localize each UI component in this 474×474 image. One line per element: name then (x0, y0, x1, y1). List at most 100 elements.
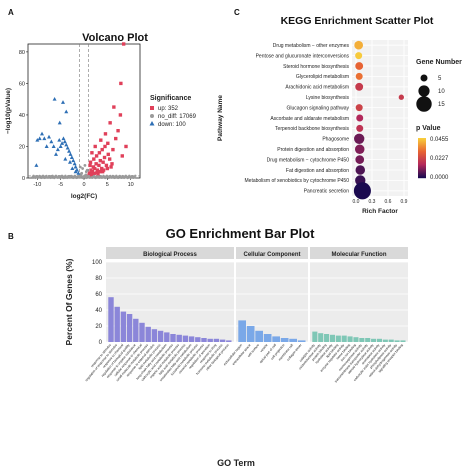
volcano-point-nodiff (131, 174, 134, 178)
kegg-colorbar-segment (418, 173, 426, 175)
kegg-point (355, 175, 366, 186)
go-bar (388, 339, 394, 342)
kegg-colorbar-segment (418, 145, 426, 147)
volcano-x-tick-label: 0 (82, 182, 85, 188)
go-bar (255, 330, 263, 342)
kegg-colorbar-segment (418, 158, 426, 160)
volcano-point-nodiff (99, 174, 103, 178)
volcano-point-nodiff (64, 174, 67, 178)
volcano-point-nodiff (90, 176, 94, 180)
volcano-point-nodiff (62, 176, 65, 180)
volcano-point-up (103, 144, 107, 149)
volcano-point-up (99, 138, 103, 142)
volcano-point-down (47, 134, 51, 139)
volcano-point-nodiff (45, 174, 48, 178)
volcano-legend-label: no_diff: 17069 (158, 114, 197, 120)
volcano-point-nodiff (122, 176, 126, 180)
volcano-point-no_diff (49, 175, 53, 178)
volcano-point-nodiff (124, 174, 128, 178)
volcano-point-up (94, 154, 99, 158)
volcano-x-tick-label: -10 (33, 182, 41, 188)
kegg-y-label: Pathway Name (217, 95, 224, 141)
go-x-tick-label: hydrolase activity (315, 343, 334, 365)
volcano-point-up (108, 121, 112, 125)
volcano-x-tick-label: 10 (128, 182, 134, 188)
kegg-x-tick-label: 0.9 (401, 199, 408, 205)
go-x-tick-label: response to drug (199, 343, 218, 364)
kegg-colorbar-segment (418, 156, 426, 158)
volcano-point-nodiff (51, 174, 54, 178)
volcano-point-up (112, 105, 116, 109)
go-bar (335, 335, 341, 342)
go-bar (139, 322, 145, 342)
go-bar (353, 337, 359, 342)
volcano-point-no_diff (91, 175, 95, 179)
volcano-point-up (93, 166, 97, 171)
volcano-point-no_diff (63, 176, 67, 179)
go-x-tick-label: enzyme regulator activity (319, 343, 345, 373)
volcano-point-nodiff (40, 176, 43, 180)
volcano-point-down (54, 152, 58, 156)
volcano-point-up (116, 129, 120, 133)
kegg-colorbar-segment (418, 167, 426, 169)
volcano-point-nodiff (107, 176, 110, 180)
volcano-point-nodiff (33, 175, 36, 179)
volcano-point-up (96, 172, 100, 176)
kegg-colorbar-segment (418, 168, 426, 170)
volcano-point-nodiff (52, 175, 55, 179)
volcano-point-nodiff (65, 176, 69, 180)
volcano-point-nodiff (44, 175, 47, 178)
kegg-pathway-label: Arachidonic acid metabolism (285, 85, 349, 91)
go-x-tick-label: extracellular region (223, 343, 244, 366)
kegg-point (354, 144, 365, 154)
kegg-colorbar-segment (418, 155, 426, 157)
kegg-colorbar-segment (418, 146, 426, 148)
volcano-point-nodiff (118, 174, 122, 178)
volcano-point-up (100, 147, 104, 152)
kegg-pathway-label: Terpenoid backbone biosynthesis (275, 126, 349, 132)
kegg-colorbar-segment (418, 153, 426, 155)
volcano-legend-label: down: 100 (158, 122, 186, 128)
volcano-point-nodiff (66, 175, 70, 178)
volcano-point-nodiff (102, 174, 105, 178)
volcano-point-up (87, 171, 92, 175)
go-x-tick-label: organic acid metabolic process (149, 343, 180, 379)
go-facet-bg (106, 262, 234, 342)
volcano-point-down (64, 142, 69, 147)
volcano-point-nodiff (65, 176, 68, 179)
go-bar (347, 336, 353, 342)
volcano-point-nodiff (69, 176, 72, 179)
volcano-point-nodiff (55, 176, 59, 179)
go-x-tick-label: small molecule metabolic process (115, 343, 149, 382)
volcano-point-no_diff (129, 175, 133, 179)
volcano-point-down (63, 156, 68, 161)
volcano-point-nodiff (96, 174, 99, 178)
go-x-tick-label: protein binding (311, 343, 328, 362)
volcano-point-up (114, 136, 118, 141)
kegg-point (354, 40, 364, 50)
volcano-point-down (70, 166, 75, 171)
volcano-point-up (103, 132, 108, 136)
volcano-point-nodiff (106, 175, 109, 179)
kegg-colorbar-segment (418, 176, 426, 178)
volcano-point-up (111, 147, 115, 152)
kegg-colorbar-segment (418, 160, 426, 162)
volcano-y-label: −log10(pValue) (5, 88, 12, 134)
volcano-point-nodiff (95, 175, 98, 178)
volcano-point-up (107, 157, 112, 161)
go-x-tick-label: response to stimulus (90, 343, 112, 368)
volcano-point-nodiff (103, 175, 106, 178)
go-x-tick-label: signaling receptor binding (377, 343, 404, 374)
volcano-point-nodiff (54, 174, 58, 178)
go-x-tick-label: cell surface (247, 343, 261, 358)
volcano-point-nodiff (108, 175, 111, 178)
go-bar (329, 334, 335, 342)
volcano-point-nodiff (113, 176, 116, 180)
kegg-x-tick-label: 0.0 (353, 199, 360, 205)
volcano-point-nodiff (133, 176, 136, 179)
volcano-point-down (61, 136, 66, 141)
panel-c-letter: C (234, 8, 240, 17)
go-x-tick-label: catalytic activity (298, 343, 316, 363)
volcano-point-up (92, 157, 96, 161)
volcano-point-nodiff (78, 176, 82, 179)
